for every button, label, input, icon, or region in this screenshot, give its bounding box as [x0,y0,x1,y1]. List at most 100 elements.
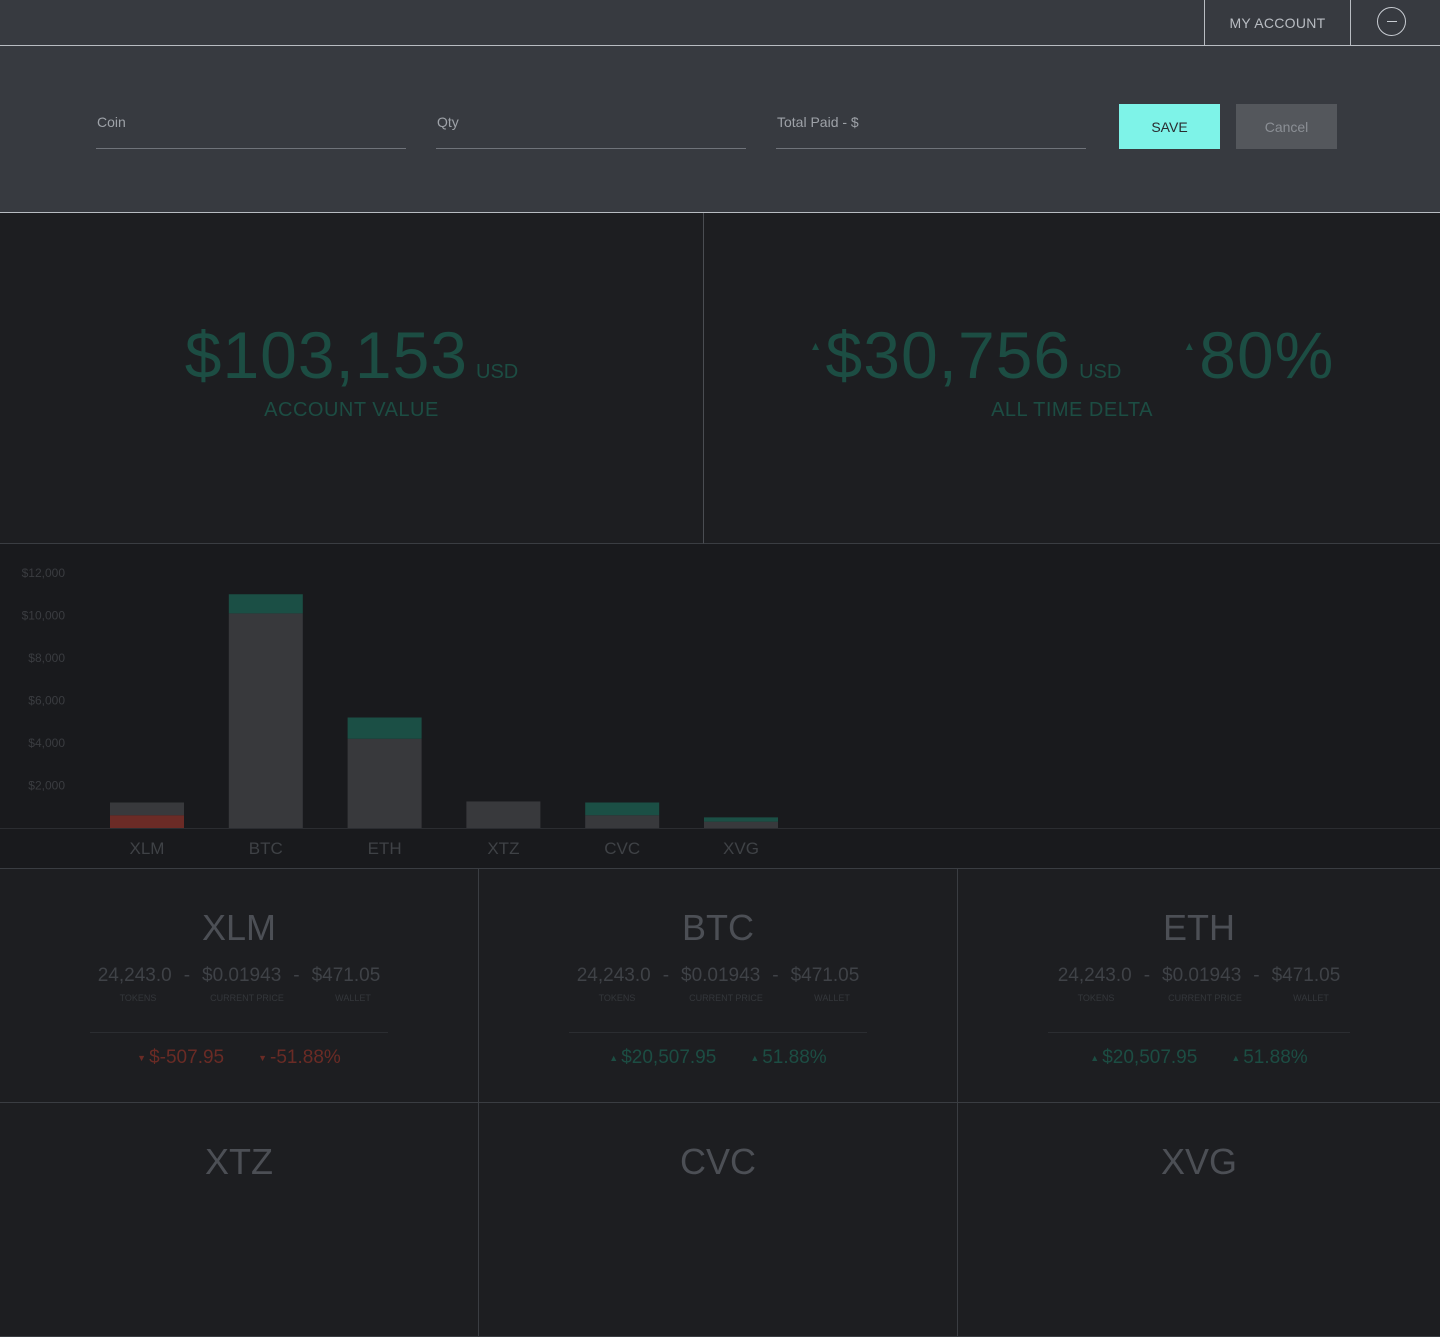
holdings-bar-chart: $12,000 $10,000 $8,000 $6,000 $4,000 $2,000 XL… [0,544,1440,869]
bar-value-segment [585,815,660,828]
coin-field [96,104,406,149]
x-tick-label: XTZ [487,839,519,858]
coin-symbol: XLM [201,907,277,948]
account-value: $103,153 [184,318,469,392]
qty-field [436,104,746,149]
delta-percent-value: 51.88% [762,1047,827,1068]
up-triangle-icon: ▲ [1183,339,1196,353]
account-value-unit: USD [476,361,519,383]
bar-value-segment [110,802,184,816]
down-triangle-icon: ▼ [258,1053,268,1063]
up-triangle-icon: ▲ [1231,1053,1241,1063]
delta-value-unit: USD [1079,361,1122,383]
tokens-label: TOKENS [119,993,157,1003]
current-price-label: CURRENT PRICE [210,993,284,1003]
chart-svg: $12,000 $10,000 $8,000 $6,000 $4,000 $2,000 XL… [0,566,1440,858]
account-value-panel: $103,153 USD ACCOUNT VALUE [0,213,704,544]
divider [569,1032,867,1033]
tokens-value: 24,243.0 [97,965,172,986]
coin-stats: 24,243.0 - $0.01943 - $471.05 [0,965,478,987]
coin-symbol: CVC [679,1141,756,1182]
coin-stat-labels: TOKENS CURRENT PRICE WALLET [0,993,478,1005]
up-triangle-icon: ▲ [609,1053,619,1063]
coin-symbol: ETH [1163,907,1235,948]
delta-value: $30,756 [825,318,1072,392]
current-price-value: $0.01943 [202,965,282,986]
tokens-value: 24,243.0 [576,965,651,986]
tokens-label: TOKENS [1077,993,1115,1003]
coin-stats: 24,243.0 - $0.01943 - $471.05 [958,965,1440,987]
coin-card-xtz[interactable]: XTZ [0,1103,479,1337]
coin-delta: ▼ $-507.95 ▼ -51.88% [0,1047,478,1069]
y-tick-label: $2,000 [28,779,65,793]
delta-amount: ▲ $20,507.95 [609,1047,716,1069]
bar-gain-segment [228,594,303,614]
bar-gain-segment [704,817,778,822]
delta-amount: ▲ $20,507.95 [1090,1047,1197,1069]
y-tick-label: $8,000 [28,651,65,665]
coin-symbol: XTZ [205,1141,273,1182]
delta-amount-value: $20,507.95 [621,1047,717,1068]
add-coin-form: SAVE Cancel [0,46,1440,213]
y-tick-label: $12,000 [22,566,66,580]
bar-gain-segment [347,717,422,739]
wallet-label: WALLET [814,993,850,1003]
bar-value-segment [466,801,541,828]
bar-value-segment [347,738,422,828]
coin-card-eth[interactable]: ETH 24,243.0 - $0.01943 - $471.05 TOKENS… [958,869,1440,1103]
qty-input[interactable] [436,104,746,140]
coin-card-btc[interactable]: BTC 24,243.0 - $0.01943 - $471.05 TOKENS… [479,869,958,1103]
delta-amount-value: $-507.95 [149,1047,225,1068]
coin-stat-labels: TOKENS CURRENT PRICE WALLET [479,993,957,1005]
up-triangle-icon: ▲ [809,339,822,353]
divider [1048,1032,1350,1033]
bar-loss-segment [110,815,184,828]
coin-symbol: XVG [1160,1141,1238,1182]
minus-glyph [1386,20,1397,23]
y-tick-label: $6,000 [28,694,65,708]
coin-card-xvg[interactable]: XVG [958,1103,1440,1337]
delta-percent: ▼ -51.88% [258,1047,341,1069]
total-paid-field [776,104,1086,149]
delta-percent: ▲ 51.88% [750,1047,826,1069]
coin-stat-labels: TOKENS CURRENT PRICE WALLET [958,993,1440,1005]
tokens-value: 24,243.0 [1057,965,1132,986]
coin-card-xlm[interactable]: XLM 24,243.0 - $0.01943 - $471.05 TOKENS… [0,869,479,1103]
save-button[interactable]: SAVE [1119,104,1220,149]
my-account-button[interactable]: MY ACCOUNT [1204,0,1351,45]
tokens-label: TOKENS [598,993,636,1003]
x-tick-label: XVG [723,839,759,858]
account-value-display: $103,153 USD [0,317,703,393]
x-tick-label: BTC [249,839,283,858]
coin-stats: 24,243.0 - $0.01943 - $471.05 [479,965,957,987]
coin-input[interactable] [96,104,406,140]
coin-card-cvc[interactable]: CVC [479,1103,958,1337]
account-value-label: ACCOUNT VALUE [264,399,439,421]
top-bar: MY ACCOUNT [0,0,1440,46]
separator: - [772,965,779,986]
wallet-label: WALLET [1293,993,1329,1003]
y-tick-label: $4,000 [28,736,65,750]
coin-delta: ▲ $20,507.95 ▲ 51.88% [479,1047,957,1069]
delta-percent-value: -51.88% [270,1047,341,1068]
delta-percent: 80% [1199,318,1335,392]
delta-amount-value: $20,507.95 [1102,1047,1198,1068]
all-time-delta-display: ▲ $30,756 USD ▲ 80% [704,317,1440,393]
coin-delta: ▲ $20,507.95 ▲ 51.88% [958,1047,1440,1069]
total-paid-input[interactable] [776,104,1086,140]
separator: - [662,965,670,986]
delta-percent: ▲ 51.88% [1231,1047,1307,1069]
minus-circle-icon[interactable] [1377,7,1406,36]
current-price-label: CURRENT PRICE [1168,993,1242,1003]
wallet-value: $471.05 [1271,965,1341,986]
current-price-value: $0.01943 [1162,965,1242,986]
separator: - [183,965,191,986]
x-tick-label: XLM [130,839,165,858]
x-tick-label: CVC [604,839,640,858]
up-triangle-icon: ▲ [1090,1053,1100,1063]
wallet-label: WALLET [335,993,371,1003]
cancel-button[interactable]: Cancel [1236,104,1337,149]
separator: - [1253,965,1260,986]
separator: - [293,965,300,986]
all-time-delta-panel: ▲ $30,756 USD ▲ 80% ALL TIME DELTA [704,213,1440,544]
